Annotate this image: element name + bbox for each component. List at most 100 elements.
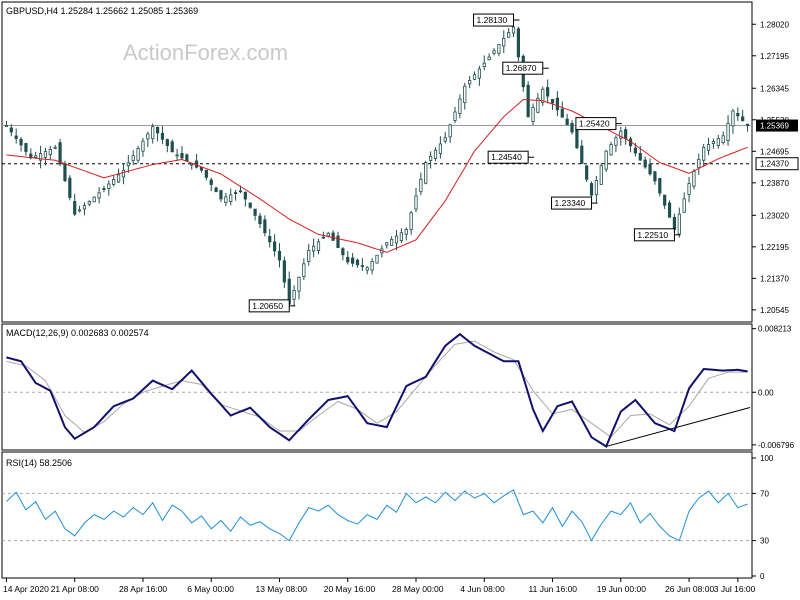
candle-body — [190, 163, 194, 166]
candle-body — [355, 259, 360, 266]
annotation-label: 1.25420 — [579, 119, 610, 129]
candle-body — [511, 26, 516, 34]
last-price-label: 1.25369 — [760, 122, 789, 131]
candle-body — [555, 97, 560, 111]
rsi-y-axis: 100 70 30 0 — [752, 454, 774, 581]
candle-body — [116, 174, 121, 183]
price-y-axis: 1.280201.271951.263451.255201.246951.238… — [752, 20, 799, 315]
candle-body — [448, 124, 452, 138]
candle-body — [687, 183, 691, 195]
annotation-box — [487, 150, 529, 164]
candle-body — [624, 129, 628, 139]
macd-tick-label: 0.00 — [758, 388, 774, 397]
annotation-box — [473, 13, 515, 27]
candle-body — [112, 178, 116, 185]
candle-body — [541, 88, 545, 103]
candle-body — [136, 148, 140, 161]
candle-body — [365, 267, 369, 271]
candle-body — [463, 85, 467, 104]
candle-body — [126, 162, 130, 167]
candle-body — [453, 111, 457, 121]
candle-body — [375, 254, 379, 264]
time-tick-label: 14 Apr 2020 — [3, 584, 49, 594]
candle-body — [351, 257, 355, 264]
time-tick-label: 28 Apr 16:00 — [119, 584, 167, 594]
candle-body — [194, 160, 199, 168]
candle-body — [516, 28, 520, 58]
candle-body — [585, 165, 589, 180]
candle-body — [741, 116, 745, 122]
candle-body — [672, 216, 677, 230]
support-level-label: 1.24370 — [760, 160, 789, 169]
candle-body — [14, 135, 18, 139]
candle-body — [209, 179, 213, 185]
candle-body — [472, 74, 477, 80]
candle-body — [321, 236, 325, 239]
candle-body — [204, 169, 208, 178]
candle-body — [433, 149, 438, 159]
candle-body — [107, 183, 111, 189]
candle-body — [331, 232, 335, 241]
candle-body — [234, 192, 238, 194]
candle-body — [438, 143, 442, 154]
moving-average-line — [6, 98, 748, 253]
candle-body — [273, 241, 277, 252]
candle-body — [424, 162, 428, 184]
candle-body — [297, 276, 301, 292]
candle-body — [224, 196, 228, 204]
rsi-line — [6, 489, 748, 542]
candle-body — [77, 209, 82, 212]
candle-body — [409, 212, 413, 230]
candle-body — [170, 141, 174, 153]
moving-average-layer — [6, 98, 748, 253]
candle-body — [663, 194, 667, 206]
price-tick-label: 1.23020 — [760, 211, 789, 220]
candle-body — [282, 260, 286, 283]
candle-body — [531, 107, 535, 122]
macd-layer — [2, 332, 752, 448]
candle-body — [599, 165, 603, 185]
candle-body — [214, 187, 218, 193]
candle-body — [560, 108, 564, 118]
candle-body — [643, 159, 647, 168]
candle-body — [258, 215, 262, 225]
macd-line — [6, 332, 748, 448]
candle-body — [589, 183, 594, 196]
candle-body — [165, 139, 169, 146]
candle-body — [653, 171, 657, 182]
candle-body — [341, 248, 345, 256]
annotation-label: 1.26870 — [506, 63, 537, 73]
candle-body — [175, 154, 179, 157]
candle-body — [102, 188, 106, 190]
candle-body — [394, 235, 399, 244]
candle-body — [702, 146, 706, 161]
candle-body — [609, 144, 613, 156]
candle-body — [63, 163, 67, 182]
candle-body — [385, 242, 389, 246]
candle-body — [268, 236, 272, 243]
annotation-label: 1.20650 — [252, 301, 283, 311]
candle-body — [34, 155, 38, 158]
rsi-layer — [2, 489, 752, 542]
candle-body — [151, 126, 155, 140]
time-tick-label: 4 Jun 08:00 — [460, 584, 505, 594]
candle-body — [536, 97, 540, 113]
candle-body — [146, 133, 150, 140]
candle-body — [263, 219, 267, 234]
candle-body — [497, 44, 501, 54]
candle-body — [19, 138, 23, 146]
candle-body — [502, 37, 506, 47]
candle-body — [82, 205, 87, 210]
candle-body — [390, 239, 394, 246]
price-candles — [4, 25, 750, 309]
annotation-label: 1.24540 — [491, 152, 522, 162]
candle-body — [677, 213, 681, 235]
candle-body — [745, 123, 750, 126]
time-tick-label: 28 May 00:00 — [392, 584, 444, 594]
candle-body — [565, 118, 569, 126]
candle-body — [399, 232, 403, 242]
candle-body — [68, 177, 72, 198]
candle-body — [580, 145, 584, 164]
rsi-tick-label: 70 — [760, 489, 769, 498]
